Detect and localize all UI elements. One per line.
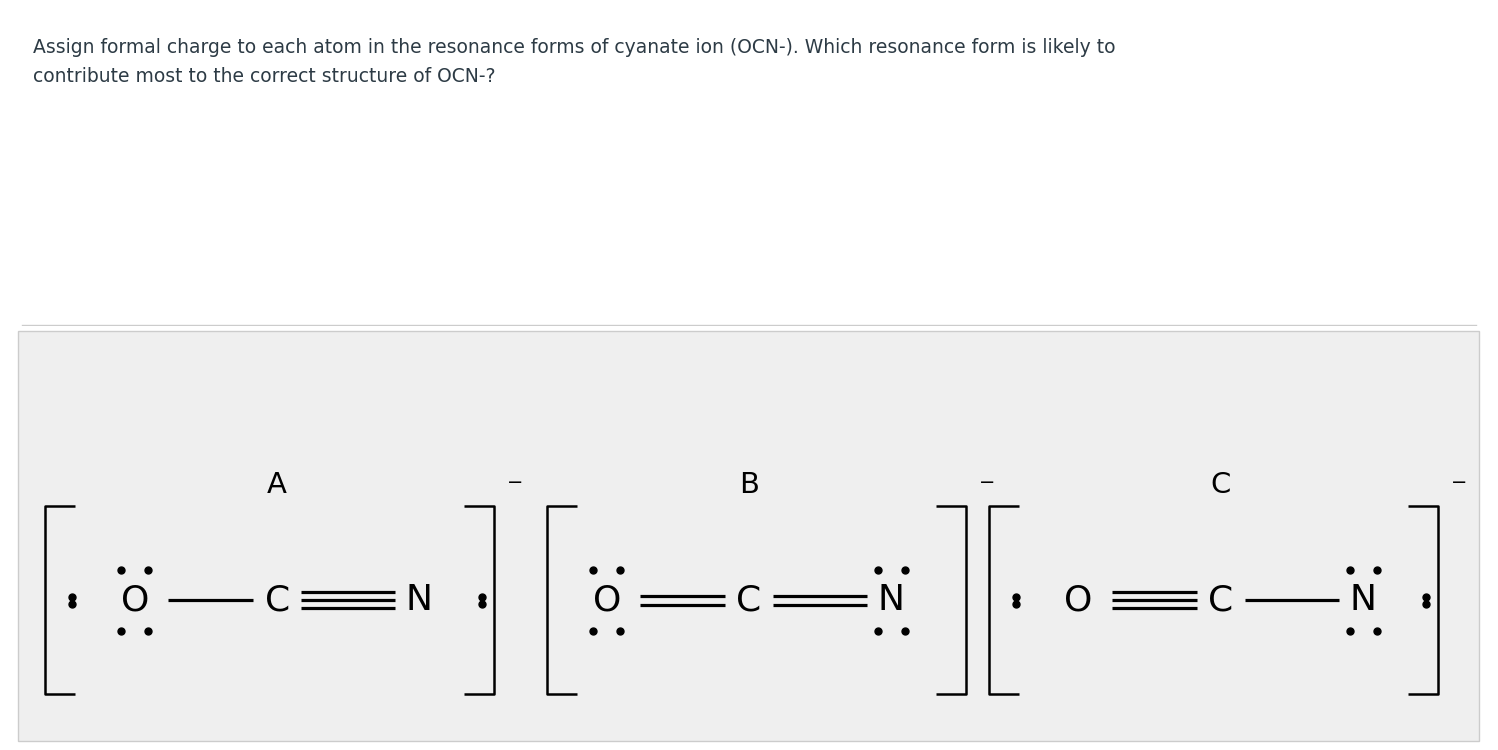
Text: C: C — [1209, 584, 1233, 617]
Text: O: O — [593, 584, 620, 617]
Text: O: O — [1065, 584, 1092, 617]
Text: N: N — [1350, 584, 1377, 617]
Text: −: − — [980, 473, 995, 492]
Text: −: − — [1452, 473, 1467, 492]
Text: C: C — [737, 584, 761, 617]
Text: Assign formal charge to each atom in the resonance forms of cyanate ion (OCN-). : Assign formal charge to each atom in the… — [33, 38, 1116, 86]
Text: −: − — [508, 473, 523, 492]
Text: A: A — [267, 471, 288, 499]
Text: C: C — [265, 584, 289, 617]
Text: C: C — [1210, 471, 1231, 499]
Text: B: B — [739, 471, 759, 499]
FancyBboxPatch shape — [18, 331, 1479, 742]
Text: N: N — [406, 584, 433, 617]
Text: N: N — [878, 584, 905, 617]
Text: O: O — [121, 584, 148, 617]
